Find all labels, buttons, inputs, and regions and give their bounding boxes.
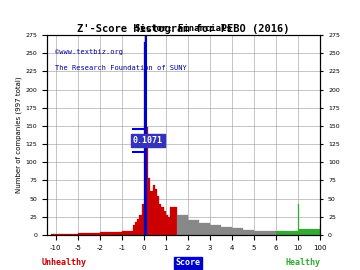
Bar (166, 215, 168, 235)
Bar (164, 211, 166, 235)
Title: Z'-Score Histogram for PEBO (2016): Z'-Score Histogram for PEBO (2016) (77, 24, 290, 34)
Bar (168, 217, 170, 235)
Bar (135, 222, 137, 235)
Bar (254, 231, 276, 235)
Bar (144, 42, 146, 235)
Bar (232, 228, 243, 235)
Bar (299, 229, 320, 235)
Bar (188, 220, 199, 235)
Bar (276, 231, 298, 235)
Bar (133, 225, 135, 235)
Bar (170, 207, 177, 235)
Bar (243, 230, 254, 235)
Bar (148, 178, 150, 235)
Bar (51, 234, 55, 235)
Bar (298, 204, 299, 235)
Text: Sector: Financials: Sector: Financials (135, 24, 232, 33)
Bar (157, 196, 159, 235)
Bar (137, 219, 139, 235)
Bar (55, 234, 78, 235)
Bar (161, 207, 164, 235)
Bar (221, 227, 232, 235)
Text: Unhealthy: Unhealthy (42, 258, 87, 267)
Text: Healthy: Healthy (285, 258, 320, 267)
Bar (146, 127, 148, 235)
Bar (141, 204, 144, 235)
Bar (210, 225, 221, 235)
Bar (78, 234, 100, 235)
Bar (155, 189, 157, 235)
Bar (139, 215, 141, 235)
Text: Score: Score (175, 258, 201, 267)
Bar (199, 222, 210, 235)
Bar (122, 231, 133, 235)
Bar (177, 215, 188, 235)
Text: ©www.textbiz.org: ©www.textbiz.org (55, 49, 123, 55)
Bar (100, 232, 122, 235)
Bar (150, 191, 153, 235)
Bar (159, 204, 161, 235)
Text: 0.1071: 0.1071 (133, 136, 163, 145)
Y-axis label: Number of companies (997 total): Number of companies (997 total) (16, 77, 22, 193)
Text: The Research Foundation of SUNY: The Research Foundation of SUNY (55, 65, 187, 71)
Bar (153, 185, 155, 235)
